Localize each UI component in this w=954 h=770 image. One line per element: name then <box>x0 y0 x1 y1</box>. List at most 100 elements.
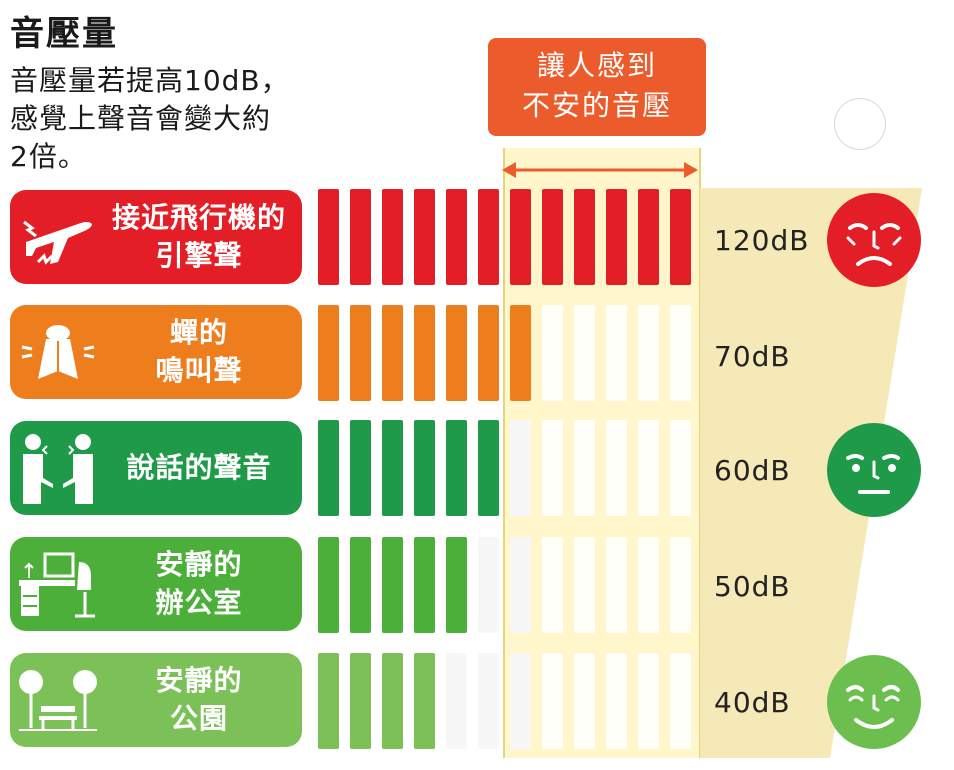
bar-row <box>318 420 691 516</box>
bar-segment-filled <box>510 305 531 401</box>
bar-segment-empty <box>542 537 563 633</box>
bar-segment-empty <box>574 653 595 749</box>
db-label: 70dB <box>714 340 791 373</box>
bar-segment-filled <box>606 189 627 285</box>
bar-segment-filled <box>318 420 339 516</box>
bar-segment-empty <box>510 537 531 633</box>
bar-segment-filled <box>414 420 435 516</box>
description-line: 音壓量若提高10dB， <box>10 64 290 97</box>
empty-circle <box>834 98 886 150</box>
bar-segment-empty <box>638 653 659 749</box>
bar-segment-empty <box>670 653 691 749</box>
bar-segment-empty <box>606 305 627 401</box>
loudness-wedge <box>700 188 922 758</box>
double-arrow-icon <box>502 162 698 178</box>
bar-segment-filled <box>318 653 339 749</box>
bar-segment-empty <box>670 420 691 516</box>
row-label-line: 鳴叫聲 <box>155 354 243 387</box>
bar-row <box>318 189 691 285</box>
bar-segment-filled <box>446 420 467 516</box>
bar-segment-filled <box>638 189 659 285</box>
db-label: 120dB <box>714 224 810 257</box>
row-label-cicada: 蟬的 鳴叫聲 <box>10 305 302 399</box>
neutral-face-icon <box>826 422 922 518</box>
bar-row <box>318 653 691 749</box>
bar-segment-empty <box>606 420 627 516</box>
bar-segment-empty <box>478 653 499 749</box>
bar-segment-filled <box>350 420 371 516</box>
row-label-line: 公園 <box>169 702 228 735</box>
bar-segment-empty <box>574 420 595 516</box>
bar-segment-empty <box>670 305 691 401</box>
row-label-line: 蟬的 <box>169 316 228 349</box>
bar-segment-filled <box>414 305 435 401</box>
bar-segment-empty <box>542 653 563 749</box>
cicada-icon <box>10 310 106 394</box>
bar-segment-filled <box>350 189 371 285</box>
bar-row <box>318 305 691 401</box>
bar-segment-filled <box>414 537 435 633</box>
row-label-talking: 說話的聲音 <box>10 421 302 515</box>
office-desk-icon <box>10 542 106 626</box>
callout-line: 不安的音壓 <box>521 89 672 122</box>
description-line: 感覺上聲音會變大約 <box>10 102 272 135</box>
uneasy-zone-highlight <box>503 148 701 758</box>
row-label-line: 安靜的 <box>155 664 243 697</box>
bar-segment-empty <box>606 653 627 749</box>
db-label: 40dB <box>714 686 791 719</box>
bar-segment-filled <box>382 189 403 285</box>
bar-segment-filled <box>318 305 339 401</box>
row-label-office: 安靜的 辦公室 <box>10 537 302 631</box>
park-bench-icon <box>10 658 106 742</box>
bar-segment-empty <box>638 305 659 401</box>
bar-segment-filled <box>350 537 371 633</box>
bar-segment-empty <box>542 305 563 401</box>
bar-segment-empty <box>574 305 595 401</box>
bar-segment-filled <box>446 189 467 285</box>
description: 音壓量若提高10dB， 感覺上聲音會變大約 2倍。 <box>10 62 290 176</box>
row-label-line: 說話的聲音 <box>126 451 272 484</box>
db-label: 50dB <box>714 570 791 603</box>
people-talking-icon <box>10 426 106 510</box>
bar-segment-empty <box>510 420 531 516</box>
bar-segment-filled <box>382 537 403 633</box>
bar-segment-empty <box>542 420 563 516</box>
bar-segment-filled <box>350 305 371 401</box>
bar-segment-empty <box>510 653 531 749</box>
bar-segment-empty <box>478 537 499 633</box>
bar-row <box>318 537 691 633</box>
bar-segment-empty <box>638 420 659 516</box>
bar-segment-filled <box>510 189 531 285</box>
row-label-line: 接近飛行機的 <box>111 201 286 234</box>
bar-segment-filled <box>574 189 595 285</box>
bar-segment-filled <box>350 653 371 749</box>
bar-segment-filled <box>382 305 403 401</box>
db-label: 60dB <box>714 454 791 487</box>
bar-segment-filled <box>478 189 499 285</box>
row-label-line: 安靜的 <box>155 548 243 581</box>
bar-segment-filled <box>670 189 691 285</box>
callout-line: 讓人感到 <box>536 49 657 82</box>
bar-segment-filled <box>542 189 563 285</box>
upset-face-icon <box>826 192 922 288</box>
row-label-line: 辦公室 <box>155 586 243 619</box>
bar-segment-filled <box>446 305 467 401</box>
row-label-line: 引擎聲 <box>155 239 243 272</box>
description-line: 2倍。 <box>10 140 87 173</box>
bar-segment-filled <box>382 653 403 749</box>
bar-segment-filled <box>382 420 403 516</box>
uneasy-callout: 讓人感到 不安的音壓 <box>488 38 706 136</box>
bar-segment-empty <box>670 537 691 633</box>
bar-segment-filled <box>414 189 435 285</box>
bar-segment-filled <box>446 537 467 633</box>
bar-segment-empty <box>574 537 595 633</box>
bar-segment-filled <box>414 653 435 749</box>
happy-face-icon <box>826 654 922 750</box>
airplane-icon <box>10 195 106 279</box>
row-label-park: 安靜的 公園 <box>10 653 302 747</box>
bar-segment-empty <box>606 537 627 633</box>
bar-segment-filled <box>318 537 339 633</box>
row-label-airplane: 接近飛行機的 引擎聲 <box>10 190 302 284</box>
bar-segment-empty <box>446 653 467 749</box>
bar-segment-empty <box>638 537 659 633</box>
